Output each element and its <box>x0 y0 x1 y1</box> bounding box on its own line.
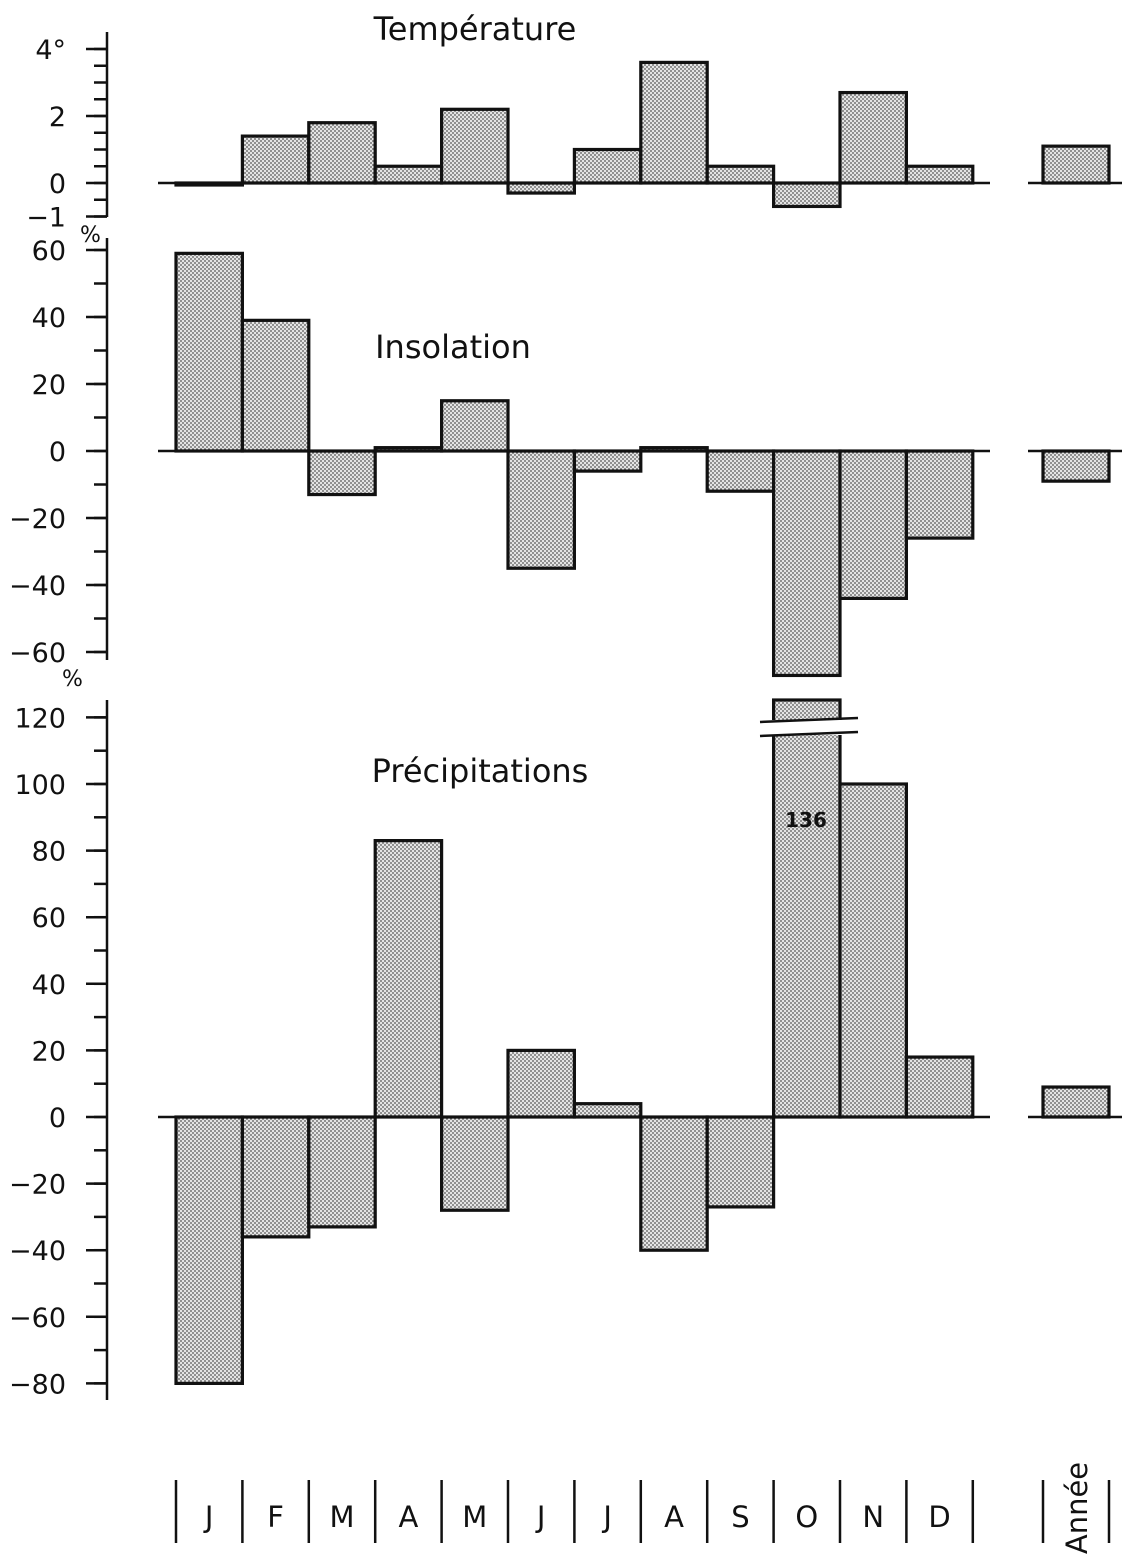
precipitation-unit: % <box>62 667 83 692</box>
precipitation-tick-label: 40 <box>32 970 66 1001</box>
temperature-bar-a-8 <box>639 60 709 185</box>
temperature-bar-n-11 <box>838 90 909 185</box>
temperature-tick-label: 2 <box>49 102 66 133</box>
month-label-10: O <box>795 1500 818 1534</box>
month-label-5: M <box>462 1500 487 1534</box>
insolation-title: Insolation <box>375 328 531 366</box>
break-value-label: 136 <box>785 808 827 832</box>
precipitation-bar-j-7 <box>572 1102 643 1119</box>
insolation-bar-j-1 <box>174 251 245 453</box>
temperature-bar-s-9 <box>705 164 776 185</box>
insolation-tick-label: 20 <box>32 370 66 401</box>
insolation-tick-label: 40 <box>32 303 66 334</box>
temperature-tick-label: 0 <box>49 169 66 200</box>
precipitation-axis-break: 136 <box>759 716 859 832</box>
precipitation-tick-label: 80 <box>32 837 66 868</box>
precipitation-tick-label: 100 <box>14 770 66 801</box>
insolation-panel: % Insolation 60 40 20 0 −20 −40 −60 <box>9 223 1122 678</box>
precipitation-tick-label: −60 <box>9 1303 66 1334</box>
insolation-bar-annual <box>1041 449 1111 483</box>
insolation-bar-n-11 <box>838 449 909 600</box>
precipitation-bar-n-11 <box>838 782 909 1119</box>
precipitation-panel: % Précipitations 120 100 80 60 40 20 0 −20 −40 −6… <box>9 667 1122 1400</box>
temperature-bar-m-3 <box>307 121 377 185</box>
insolation-ticks: 60 40 20 0 −20 −40 −60 <box>9 236 107 669</box>
temperature-ticks: 4° 2 0−1 <box>26 35 107 234</box>
insolation-y-axis: 60 40 20 0 −20 −40 −60 <box>9 236 109 669</box>
month-label-2: F <box>267 1500 284 1534</box>
precipitation-tick-label: −40 <box>9 1236 66 1267</box>
precipitation-tick-label: 120 <box>14 703 66 734</box>
precipitation-bar-f-2 <box>240 1115 311 1239</box>
precipitation-bar-j-1 <box>174 1115 245 1385</box>
temperature-bar-annual <box>1041 144 1111 185</box>
month-label-3: M <box>329 1500 354 1534</box>
insolation-tick-label: 60 <box>32 236 66 267</box>
insolation-bar-s-9 <box>705 449 776 493</box>
precipitation-bar-annual <box>1041 1085 1111 1119</box>
insolation-bar-o-10 <box>771 449 842 678</box>
insolation-tick-label: 0 <box>49 437 66 468</box>
temperature-bar-j-6 <box>506 181 577 195</box>
temperature-bar-f-2 <box>240 134 311 185</box>
precipitation-bar-m-3 <box>307 1115 377 1229</box>
precipitation-tick-label: 20 <box>32 1036 66 1067</box>
insolation-bar-m-5 <box>440 399 510 453</box>
temperature-bar-m-5 <box>440 107 510 185</box>
insolation-tick-label: −20 <box>9 504 66 535</box>
break-line-top <box>759 716 859 724</box>
annual-label: Année <box>1060 1462 1094 1554</box>
precipitation-bar-a-8 <box>639 1115 709 1252</box>
break-gap <box>762 720 858 735</box>
precipitation-bar-s-9 <box>705 1115 776 1209</box>
insolation-unit: % <box>80 223 101 248</box>
precipitation-bar-d-12 <box>904 1055 975 1119</box>
insolation-bar-a-4 <box>373 446 444 453</box>
precipitation-bar-a-4 <box>373 839 444 1119</box>
temperature-bar-j-1 <box>174 181 245 187</box>
temperature-panel: Température 4° 2 0−1 <box>26 10 1122 234</box>
temperature-tick-label: 4° <box>35 35 66 66</box>
temperature-tick-label: −1 <box>26 203 66 234</box>
temperature-bar-j-7 <box>572 147 643 185</box>
insolation-tick-label: −60 <box>9 638 66 669</box>
precipitation-tick-label: −20 <box>9 1170 66 1201</box>
precipitation-bar-j-6 <box>506 1048 577 1119</box>
month-label-7: J <box>601 1500 612 1534</box>
month-label-1: J <box>203 1500 214 1534</box>
month-label-11: N <box>862 1500 884 1534</box>
precipitation-title: Précipitations <box>372 752 589 790</box>
break-line-bottom <box>759 730 859 738</box>
month-label-4: A <box>398 1500 418 1534</box>
temperature-bar-d-12 <box>904 164 975 185</box>
month-labels: J F M A M J J A S O N D Année <box>174 1462 1111 1554</box>
insolation-bar-j-7 <box>572 449 643 473</box>
precipitation-bar-o-10 <box>771 698 842 1119</box>
month-label-6: J <box>535 1500 546 1534</box>
month-label-8: A <box>664 1500 684 1534</box>
precipitation-tick-label: −80 <box>9 1369 66 1400</box>
precipitation-bar-m-5 <box>440 1115 510 1212</box>
insolation-bar-a-8 <box>639 446 709 453</box>
temperature-bars <box>174 60 1111 209</box>
precipitation-ticks: 120 100 80 60 40 20 0 −20 −40 −60 −80 <box>9 703 107 1400</box>
precipitation-tick-label: 60 <box>32 903 66 934</box>
precipitation-tick-label: 0 <box>49 1103 66 1134</box>
insolation-tick-label: −40 <box>9 571 66 602</box>
insolation-bar-d-12 <box>904 449 975 540</box>
insolation-bar-f-2 <box>240 318 311 453</box>
insolation-bars <box>174 251 1111 678</box>
temperature-y-axis: 4° 2 0−1 <box>26 32 109 234</box>
temperature-title: Température <box>373 10 577 48</box>
insolation-bar-m-3 <box>307 449 377 497</box>
month-label-12: D <box>928 1500 950 1534</box>
insolation-bar-j-6 <box>506 449 577 570</box>
precipitation-y-axis: 120 100 80 60 40 20 0 −20 −40 −60 −80 <box>9 700 109 1400</box>
precipitation-bars <box>174 698 1111 1385</box>
month-label-9: S <box>731 1500 749 1534</box>
temperature-bar-a-4 <box>373 164 444 185</box>
temperature-bar-o-10 <box>771 181 842 209</box>
